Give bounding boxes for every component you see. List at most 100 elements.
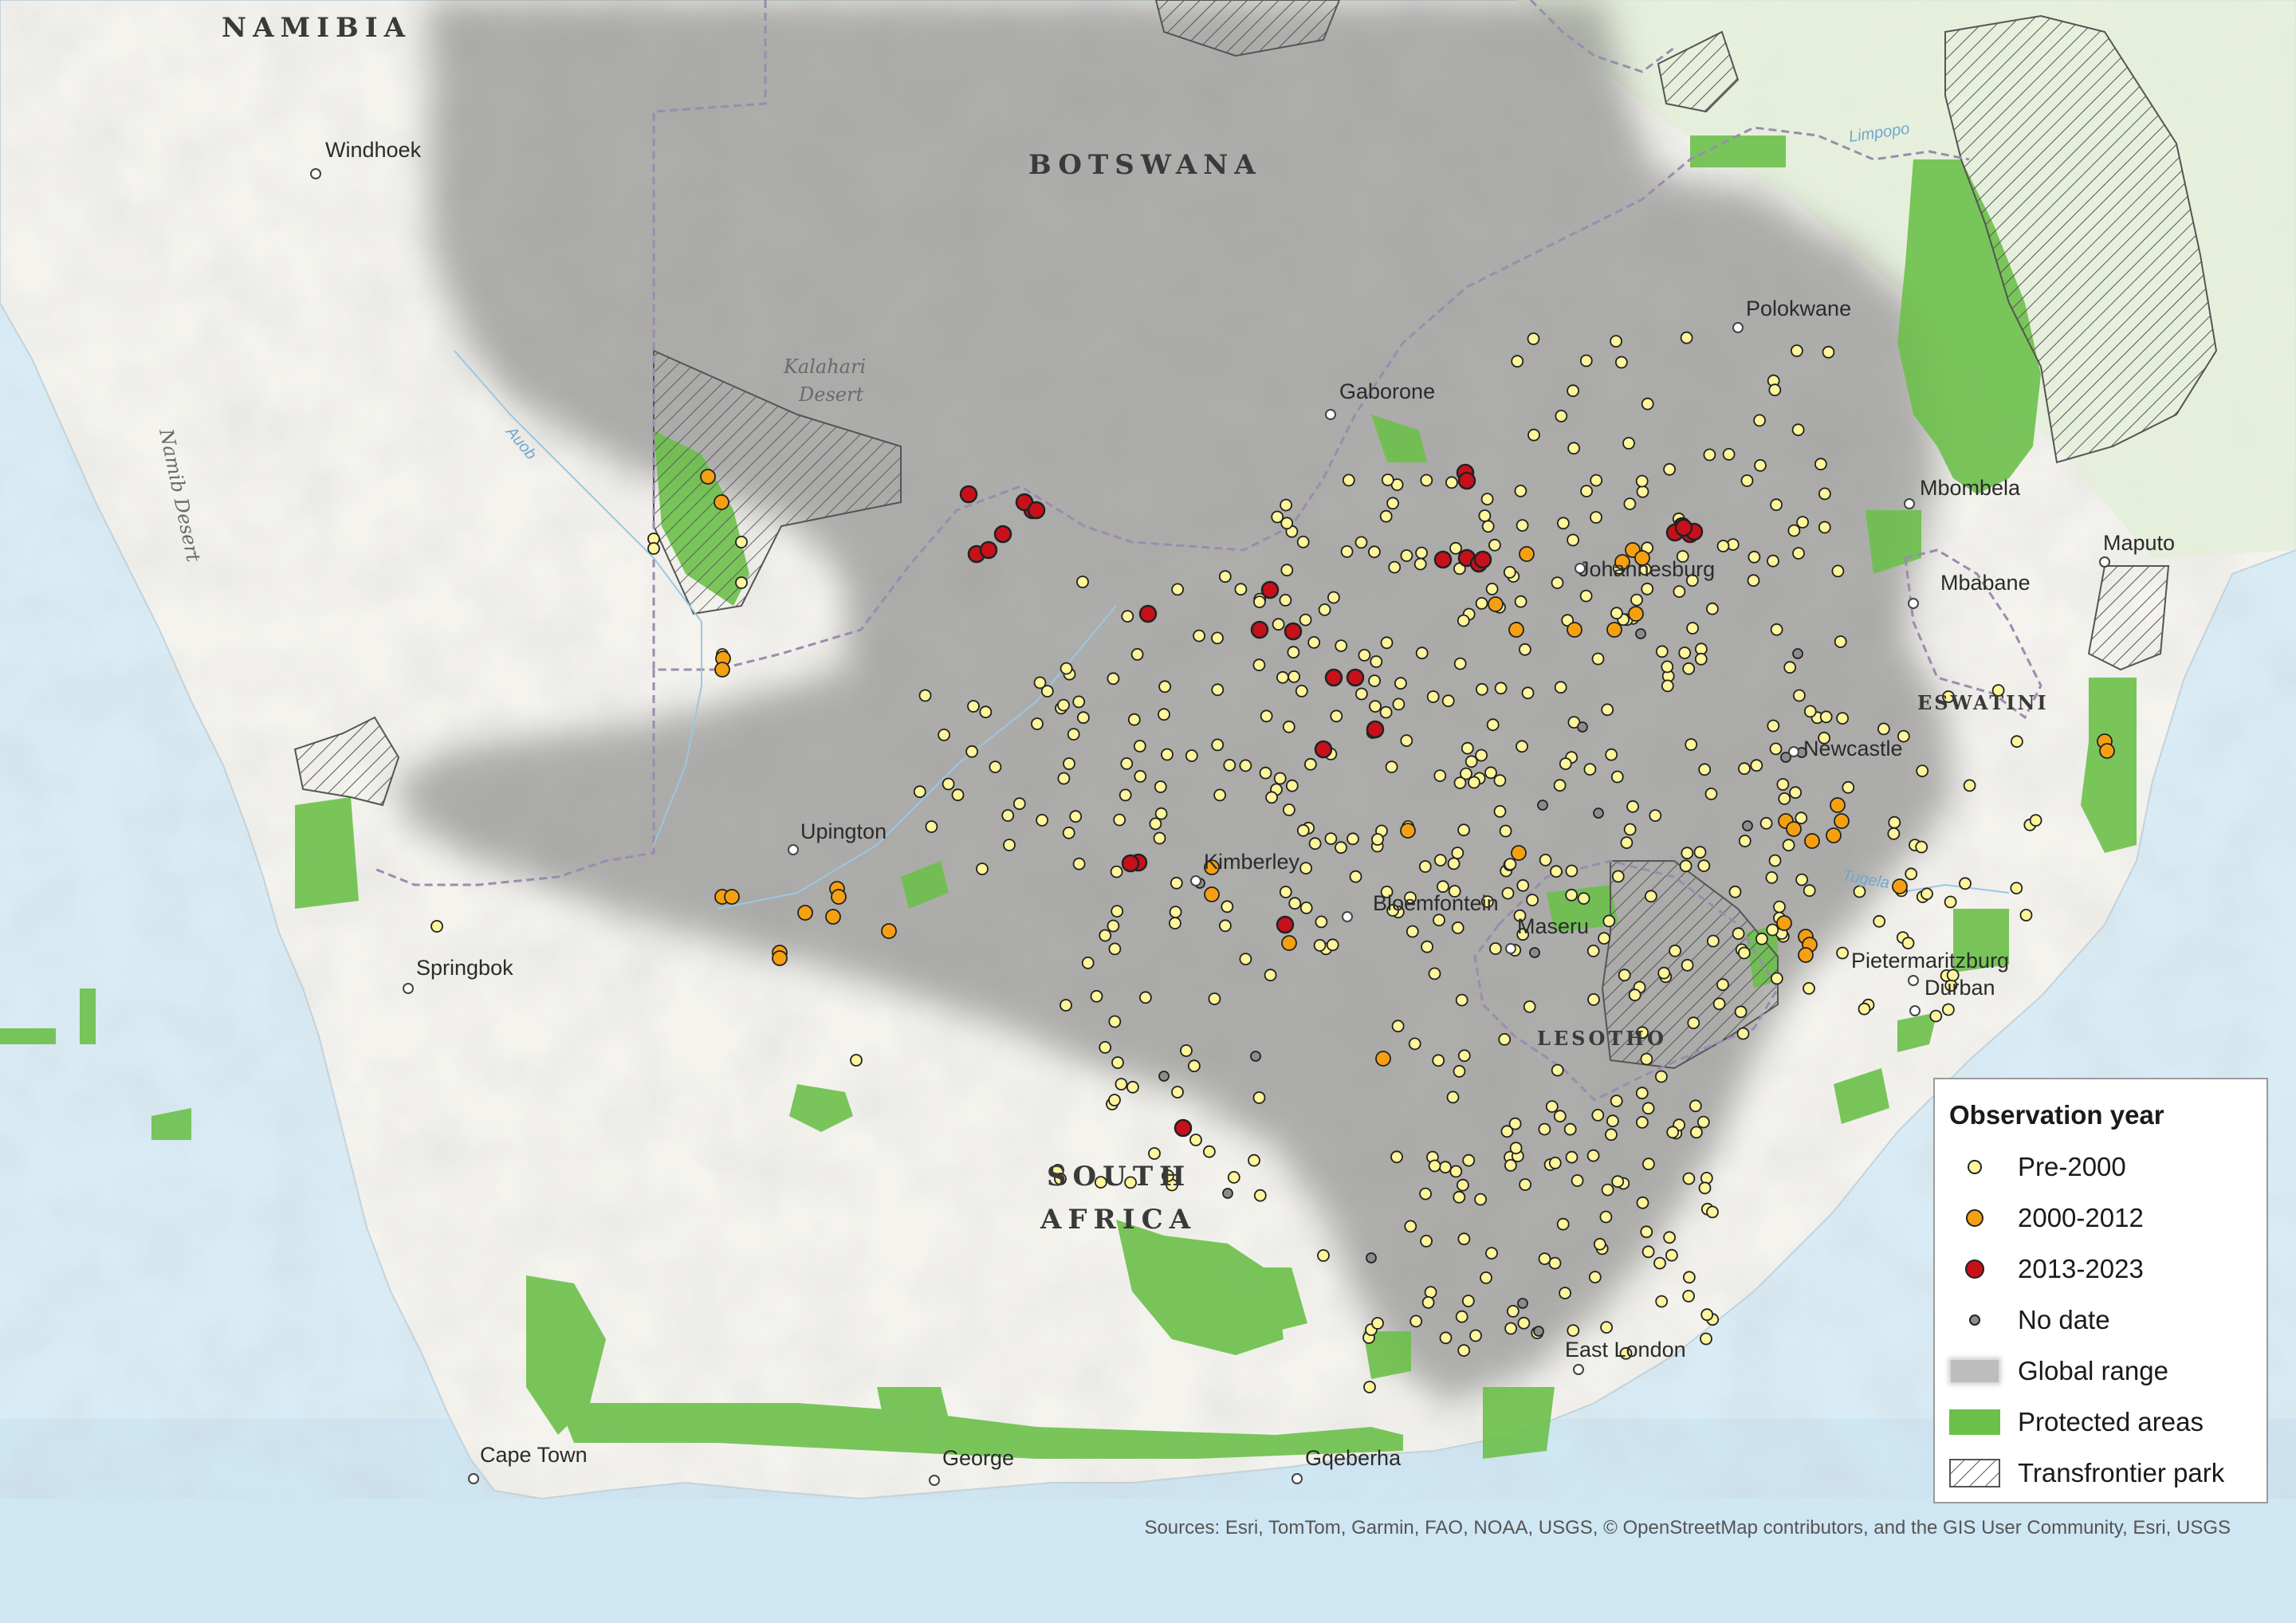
observation-point-pre-2000[interactable] [1750,759,1763,772]
observation-point-pre-2000[interactable] [1736,1027,1750,1040]
observation-point-pre-2000[interactable] [1590,474,1603,487]
observation-point-pre-2000[interactable] [1185,749,1198,762]
observation-point-pre-2000[interactable] [1619,1346,1633,1360]
observation-point-pre-2000[interactable] [1657,966,1671,980]
observation-point-pre-2000[interactable] [1538,1122,1551,1136]
observation-point-2013-2023[interactable] [1027,501,1046,520]
observation-point-pre-2000[interactable] [1354,536,1368,549]
observation-point-pre-2000[interactable] [1605,1128,1618,1142]
observation-point-2000-2012[interactable] [772,950,788,966]
observation-point-pre-2000[interactable] [1126,1080,1139,1094]
observation-point-pre-2000[interactable] [1944,895,1957,909]
observation-point-pre-2000[interactable] [1641,1245,1655,1259]
observation-point-pre-2000[interactable] [1326,938,1339,952]
observation-point-pre-2000[interactable] [1259,766,1272,780]
observation-point-pre-2000[interactable] [735,536,748,548]
observation-point-2013-2023[interactable] [1324,668,1343,687]
observation-point-pre-2000[interactable] [1368,545,1381,559]
observation-point-pre-2000[interactable] [1618,969,1631,982]
observation-point-pre-2000[interactable] [1457,823,1470,837]
observation-point-pre-2000[interactable] [1134,770,1147,783]
observation-point-2013-2023[interactable] [979,540,998,560]
observation-point-pre-2000[interactable] [1728,885,1742,898]
observation-point-pre-2000[interactable] [1154,807,1168,820]
observation-point-pre-2000[interactable] [1504,858,1517,870]
observation-point-pre-2000[interactable] [1768,854,1782,867]
observation-point-pre-2000[interactable] [1392,698,1406,711]
observation-point-pre-2000[interactable] [1110,865,1123,878]
observation-point-pre-2000[interactable] [1076,576,1089,588]
observation-point-pre-2000[interactable] [976,863,989,875]
observation-point-pre-2000[interactable] [1836,712,1850,725]
observation-point-pre-2000[interactable] [1094,1176,1107,1189]
observation-point-pre-2000[interactable] [1437,880,1449,894]
observation-point-pre-2000[interactable] [1480,493,1494,505]
observation-point-pre-2000[interactable] [951,788,965,802]
observation-point-pre-2000[interactable] [1628,988,1641,1002]
observation-point-pre-2000[interactable] [1279,886,1292,898]
observation-point-pre-2000[interactable] [1663,1231,1677,1244]
observation-point-pre-2000[interactable] [1738,762,1751,776]
observation-point-pre-2000[interactable] [1661,660,1674,674]
observation-point-pre-2000[interactable] [1516,519,1529,532]
observation-point-no-date[interactable] [1222,1188,1233,1199]
observation-point-pre-2000[interactable] [1170,876,1183,890]
observation-point-pre-2000[interactable] [1778,792,1791,805]
observation-point-no-date[interactable] [1593,808,1604,819]
observation-point-pre-2000[interactable] [1439,1331,1453,1345]
observation-point-pre-2000[interactable] [1280,517,1294,530]
observation-point-pre-2000[interactable] [1556,1217,1570,1231]
observation-point-pre-2000[interactable] [1654,1070,1668,1083]
observation-point-pre-2000[interactable] [2010,735,2023,749]
observation-point-pre-2000[interactable] [1610,770,1624,784]
observation-point-no-date[interactable] [1742,820,1753,831]
observation-point-pre-2000[interactable] [1060,662,1073,675]
observation-point-pre-2000[interactable] [1119,788,1132,802]
observation-point-no-date[interactable] [1529,947,1540,958]
observation-point-pre-2000[interactable] [1706,934,1720,948]
observation-point-pre-2000[interactable] [1571,1174,1584,1187]
observation-point-pre-2000[interactable] [1858,1002,1871,1016]
observation-point-pre-2000[interactable] [1963,779,1976,792]
observation-point-pre-2000[interactable] [1462,1153,1476,1167]
observation-point-2000-2012[interactable] [1634,550,1650,566]
observation-point-pre-2000[interactable] [918,689,932,702]
observation-point-pre-2000[interactable] [1474,1193,1487,1206]
observation-point-pre-2000[interactable] [1169,917,1181,929]
observation-point-2000-2012[interactable] [1375,1051,1391,1067]
observation-point-pre-2000[interactable] [1033,676,1047,690]
observation-point-pre-2000[interactable] [1661,679,1674,693]
observation-point-pre-2000[interactable] [1415,646,1429,660]
observation-point-pre-2000[interactable] [1260,709,1273,723]
observation-point-pre-2000[interactable] [1599,1210,1613,1224]
observation-point-2000-2012[interactable] [1834,813,1850,829]
observation-point-pre-2000[interactable] [1635,1116,1649,1129]
observation-point-pre-2000[interactable] [1158,708,1170,721]
observation-point-pre-2000[interactable] [1602,914,1616,928]
observation-point-pre-2000[interactable] [1678,646,1692,659]
observation-point-pre-2000[interactable] [1234,583,1248,596]
observation-point-pre-2000[interactable] [1620,836,1634,849]
observation-point-pre-2000[interactable] [1189,1134,1202,1146]
observation-point-pre-2000[interactable] [1218,570,1232,584]
observation-point-pre-2000[interactable] [938,729,950,741]
observation-point-pre-2000[interactable] [1433,769,1447,782]
observation-point-pre-2000[interactable] [1107,672,1120,686]
observation-point-pre-2000[interactable] [1296,536,1310,548]
observation-point-pre-2000[interactable] [1770,623,1783,636]
observation-point-pre-2000[interactable] [1686,622,1700,635]
observation-point-pre-2000[interactable] [1636,1026,1649,1039]
observation-point-no-date[interactable] [1158,1071,1170,1082]
observation-point-pre-2000[interactable] [1421,940,1433,953]
observation-point-pre-2000[interactable] [1834,635,1847,648]
observation-point-pre-2000[interactable] [1915,840,1928,854]
observation-point-pre-2000[interactable] [1755,932,1768,945]
observation-point-2013-2023[interactable] [1174,1118,1193,1138]
observation-point-pre-2000[interactable] [1601,1183,1614,1197]
observation-point-pre-2000[interactable] [1873,914,1886,928]
observation-point-pre-2000[interactable] [1790,344,1803,357]
observation-point-pre-2000[interactable] [1394,677,1407,690]
observation-point-pre-2000[interactable] [1340,545,1354,558]
observation-point-pre-2000[interactable] [1113,813,1126,827]
observation-point-pre-2000[interactable] [1108,1094,1121,1106]
